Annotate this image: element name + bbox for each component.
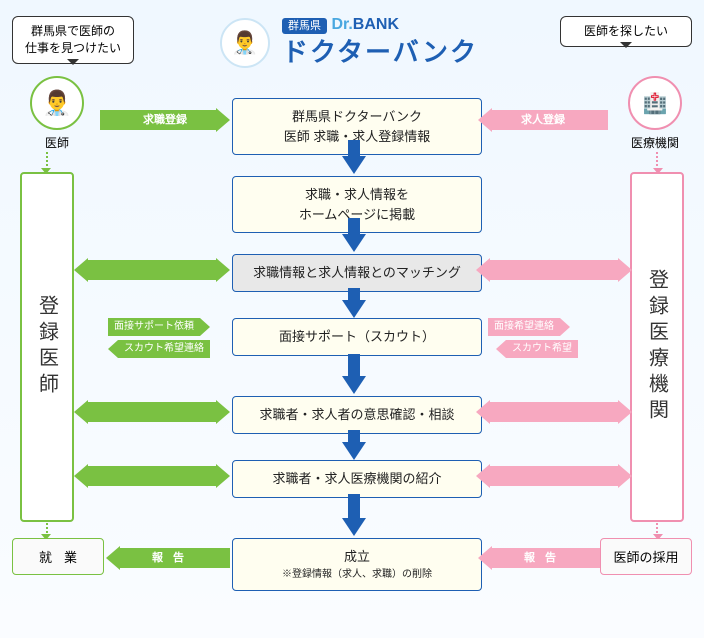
avatar-doctor: 👨‍⚕️ 医師	[30, 76, 84, 151]
endbox-hiring: 医師の採用	[600, 538, 692, 575]
doctor-icon: 👨‍⚕️	[30, 76, 84, 130]
arrow-recruit-register: 求人登録	[478, 108, 608, 132]
arrow-intro-left	[74, 464, 230, 488]
step-3: 求職情報と求人情報とのマッチング	[232, 254, 482, 292]
endbox-employment: 就業	[12, 538, 104, 575]
pill-interview-support: 面接サポート依頼	[108, 318, 210, 336]
step-6: 求職者・求人医療機関の紹介	[232, 460, 482, 498]
arrow-job-register: 求職登録	[100, 108, 230, 132]
title-doctor-icon: 👨‍⚕️	[220, 18, 270, 68]
down-arrow-icon	[342, 156, 366, 174]
title-brand: Dr.BANK	[331, 16, 399, 33]
column-registered-doctor: 登録医師	[20, 172, 74, 522]
arrow-intro-right	[476, 464, 632, 488]
avatar-doctor-label: 医師	[30, 134, 84, 151]
arrow-stem	[348, 430, 360, 442]
arrow-match-left	[74, 258, 230, 282]
arrow-stem	[348, 354, 360, 376]
down-arrow-icon	[342, 376, 366, 394]
dotted-arrowhead	[653, 168, 663, 174]
pill-interview-wish: 面接希望連絡	[488, 318, 570, 336]
arrow-confirm-right	[476, 400, 632, 424]
down-arrow-icon	[342, 234, 366, 252]
dotted-arrowhead	[41, 168, 51, 174]
arrow-report-left: 報告	[106, 546, 230, 570]
title-block: 👨‍⚕️ 群馬県 Dr.BANK ドクターバンク	[220, 16, 478, 71]
step-4: 面接サポート（スカウト）	[232, 318, 482, 356]
down-arrow-icon	[342, 442, 366, 460]
arrow-match-right	[476, 258, 632, 282]
bubble-doctor: 群馬県で医師の仕事を見つけたい	[12, 16, 134, 64]
pill-scout-contact: スカウト希望連絡	[108, 340, 210, 358]
arrow-stem	[348, 140, 360, 156]
avatar-hospital: 🏥 医療機関	[628, 76, 682, 151]
bubble-doctor-text: 群馬県で医師の仕事を見つけたい	[25, 24, 121, 55]
down-arrow-icon	[342, 300, 366, 318]
pill-scout-wish: スカウト希望	[496, 340, 578, 358]
title-main: ドクターバンク	[282, 32, 478, 69]
avatar-hospital-label: 医療機関	[628, 134, 682, 151]
arrow-stem	[348, 218, 360, 234]
arrow-stem	[348, 494, 360, 518]
bubble-hospital: 医師を探したい	[560, 16, 692, 47]
flowchart-canvas: 群馬県で医師の仕事を見つけたい 医師を探したい 👨‍⚕️ 医師 🏥 医療機関 👨…	[0, 0, 704, 638]
down-arrow-icon	[342, 518, 366, 536]
column-registered-hospital: 登録医療機関	[630, 172, 684, 522]
arrow-confirm-left	[74, 400, 230, 424]
hospital-icon: 🏥	[628, 76, 682, 130]
step-7: 成立※登録情報（求人、求職）の削除	[232, 538, 482, 591]
arrow-report-right: 報告	[478, 546, 602, 570]
step-5: 求職者・求人者の意思確認・相談	[232, 396, 482, 434]
arrow-stem	[348, 288, 360, 300]
bubble-hospital-text: 医師を探したい	[584, 24, 668, 38]
